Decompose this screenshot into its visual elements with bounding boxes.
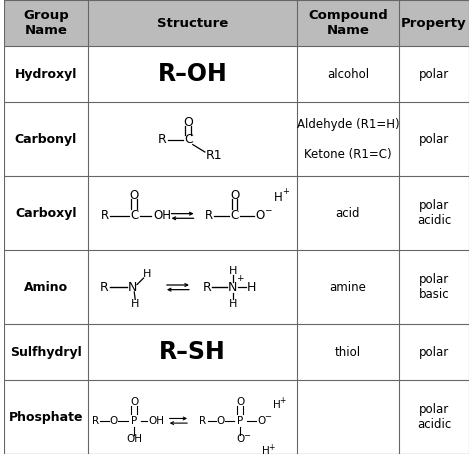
Text: OH: OH: [126, 434, 142, 444]
Text: O: O: [183, 116, 193, 129]
Text: O: O: [129, 189, 139, 202]
Text: H: H: [228, 299, 237, 309]
Text: −: −: [264, 412, 272, 420]
Text: Carboxyl: Carboxyl: [15, 207, 77, 220]
Text: polar: polar: [419, 133, 449, 145]
Text: acid: acid: [336, 207, 360, 220]
Text: H: H: [131, 299, 139, 309]
Text: Hydroxyl: Hydroxyl: [15, 68, 77, 80]
Text: O: O: [236, 434, 244, 444]
Text: polar: polar: [419, 345, 449, 359]
Text: P: P: [237, 416, 243, 426]
Text: polar
acidic: polar acidic: [417, 403, 451, 431]
Text: H: H: [262, 446, 270, 457]
Text: +: +: [283, 187, 289, 197]
Text: polar: polar: [419, 68, 449, 80]
Text: O: O: [217, 416, 225, 426]
Text: H: H: [228, 266, 237, 276]
Text: O: O: [255, 209, 264, 223]
Text: Sulfhydryl: Sulfhydryl: [10, 345, 82, 359]
Text: thiol: thiol: [335, 345, 361, 359]
Text: Carbonyl: Carbonyl: [15, 133, 77, 145]
Text: R: R: [158, 133, 166, 146]
Text: Amino: Amino: [24, 281, 68, 294]
Text: Group
Name: Group Name: [23, 9, 69, 37]
Text: R: R: [100, 209, 109, 223]
Text: −: −: [243, 431, 250, 440]
Text: alcohol: alcohol: [327, 68, 369, 80]
Text: R: R: [202, 281, 211, 294]
Text: N: N: [128, 281, 137, 294]
Text: O: O: [130, 397, 138, 407]
Text: R: R: [100, 281, 109, 294]
Text: H: H: [143, 269, 152, 279]
Text: R–OH: R–OH: [157, 62, 227, 86]
Text: R–SH: R–SH: [159, 340, 226, 364]
Text: C: C: [184, 133, 192, 146]
Text: O: O: [230, 189, 239, 202]
Text: OH: OH: [153, 209, 171, 223]
Text: amine: amine: [329, 281, 366, 294]
Text: H: H: [274, 191, 283, 204]
Text: R1: R1: [206, 149, 222, 162]
Text: R: R: [200, 416, 207, 426]
Bar: [4, 0, 469, 46]
Text: polar
acidic: polar acidic: [417, 199, 451, 227]
Text: polar
basic: polar basic: [419, 273, 449, 301]
Text: C: C: [130, 209, 138, 223]
Text: H: H: [273, 400, 280, 410]
Text: R: R: [91, 416, 99, 426]
Text: R: R: [204, 209, 213, 223]
Text: Aldehyde (R1=H)

Ketone (R1=C): Aldehyde (R1=H) Ketone (R1=C): [297, 117, 399, 160]
Text: O: O: [236, 397, 244, 407]
Text: P: P: [131, 416, 137, 426]
Text: +: +: [269, 443, 275, 452]
Text: OH: OH: [148, 416, 164, 426]
Text: Phosphate: Phosphate: [9, 410, 83, 424]
Text: Property: Property: [401, 16, 467, 30]
Text: Compound
Name: Compound Name: [308, 9, 388, 37]
Text: +: +: [237, 274, 244, 282]
Text: +: +: [279, 396, 285, 405]
Text: O: O: [109, 416, 118, 426]
Text: Structure: Structure: [157, 16, 228, 30]
Text: O: O: [257, 416, 265, 426]
Text: C: C: [230, 209, 239, 223]
Text: −: −: [264, 205, 272, 214]
Text: H: H: [246, 281, 256, 294]
Text: N: N: [228, 281, 237, 294]
